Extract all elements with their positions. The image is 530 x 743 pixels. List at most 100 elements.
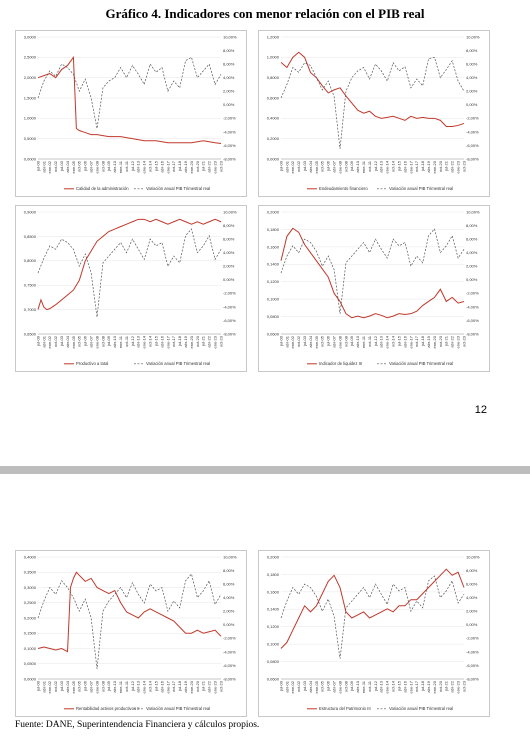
x-tick-label: abr-07 [332,680,337,692]
x-tick-label: jul-06 [83,160,88,172]
x-tick-label: ene-08 [94,160,99,173]
x-tick-label: oct-02 [296,160,301,172]
y2-tick-label: 6,00% [223,582,235,587]
x-tick-label: oct-08 [100,160,105,172]
legend-label-indicator: Productivo a total [76,361,108,366]
x-tick-label: oct-14 [148,160,153,172]
y-tick-label: 1,5000 [24,95,37,100]
y-tick-label: 0,0500 [24,661,37,666]
y-tick-label: 0,7500 [24,283,37,288]
x-tick-label: jul-18 [420,335,425,347]
x-tick-label: jul-00 [35,335,40,347]
x-tick-label: ene-08 [337,335,342,348]
chart-svg: 0,2000 0,1800 0,1600 0,1400 0,1200 0,1000 0,08… [267,209,480,366]
y2-tick-label: 4,00% [223,595,235,600]
chart-group: 1,2000 1,0000 0,8000 0,6000 0,4000 0,2000 0,00… [267,34,480,191]
y-tick-label: 0,4000 [24,554,37,559]
y2-tick-label: 2,00% [223,609,235,614]
x-tick-label: oct-23 [218,160,223,172]
x-tick-label: jul-03 [59,160,64,172]
x-tick-label: jul-09 [349,160,354,172]
y2-tick-label: 6,00% [223,237,235,242]
x-tick-label: abr-19 [183,680,188,692]
y2-tick-label: 4,00% [466,595,478,600]
x-tick-label: ene-05 [71,680,76,693]
x-tick-label: oct-05 [320,680,325,692]
y2-tick-label: 4,00% [223,75,235,80]
y-tick-label: 2,5000 [24,55,37,60]
x-tick-label: jul-12 [373,335,378,347]
x-tick-label: ene-11 [361,680,366,693]
x-tick-label: abr-01 [284,335,289,347]
x-tick-label: ene-17 [408,335,413,348]
chart-panel-calidad: 3,0000 2,5000 2,0000 1,5000 1,0000 0,5000 0,00… [15,30,247,197]
x-tick-label: ene-05 [314,160,319,173]
x-tick-label: ene-11 [361,335,366,348]
x-tick-label: oct-20 [195,680,200,692]
x-tick-label: ene-02 [290,160,295,173]
x-tick-label: abr-16 [402,160,407,172]
x-tick-label: abr-01 [41,680,46,692]
chart-group: 0,2000 0,1800 0,1600 0,1400 0,1200 0,1000 0,08… [267,554,480,711]
x-tick-label: jul-03 [59,335,64,347]
x-tick-label: oct-20 [438,680,443,692]
y2-tick-label: 4,00% [223,250,235,255]
indicator-series-line [37,218,222,311]
x-tick-label: ene-23 [455,335,460,348]
y-tick-label: 0,0800 [267,314,280,319]
x-tick-label: abr-04 [308,680,313,692]
x-tick-label: abr-13 [379,160,384,172]
chart-panel-productivo: 0,9000 0,8500 0,8000 0,7500 0,7000 0,6500 10,0… [15,205,247,372]
x-tick-label: abr-07 [332,335,337,347]
y-tick-label: 1,0000 [267,55,280,60]
x-tick-label: ene-23 [212,160,217,173]
x-tick-label: oct-05 [77,680,82,692]
x-tick-label: ene-14 [142,160,147,173]
y-tick-label: 0,1600 [267,244,280,249]
y-tick-label: 0,0600 [267,676,280,681]
gdp-series-line [37,228,222,318]
y-tick-label: 0,2000 [267,209,280,214]
legend-label-gdp: Variación anual PIB Trimestral real [146,186,210,191]
x-tick-label: ene-17 [165,160,170,173]
x-tick-label: ene-02 [290,680,295,693]
x-tick-label: jul-21 [444,160,449,172]
x-tick-label: jul-21 [201,680,206,692]
y-tick-label: 1,2000 [267,34,280,39]
page-number: 12 [474,404,487,416]
x-tick-label: oct-11 [367,160,372,172]
y-tick-label: 0,2000 [24,615,37,620]
x-tick-label: oct-17 [171,335,176,347]
x-tick-label: oct-08 [100,680,105,692]
x-tick-label: oct-02 [53,335,58,347]
x-tick-label: ene-20 [432,680,437,693]
y-tick-label: 0,1400 [267,262,280,267]
y-tick-label: 0,0800 [267,659,280,664]
x-tick-label: oct-20 [438,335,443,347]
x-tick-label: ene-05 [314,680,319,693]
x-tick-label: oct-14 [391,680,396,692]
x-tick-label: abr-19 [426,335,431,347]
x-tick-label: abr-07 [89,160,94,172]
x-tick-label: jul-06 [83,335,88,347]
x-tick-label: abr-10 [112,680,117,692]
x-tick-label: oct-23 [218,335,223,347]
x-tick-label: abr-19 [426,160,431,172]
x-tick-label: jul-00 [278,680,283,692]
y-tick-label: 0,1200 [267,279,280,284]
y2-tick-label: -2,00% [223,291,236,296]
y-tick-label: 0,8000 [24,258,37,263]
y2-tick-label: -4,00% [223,304,236,309]
y2-tick-label: 2,00% [223,89,235,94]
x-tick-label: oct-14 [148,335,153,347]
x-tick-label: abr-10 [355,335,360,347]
x-tick-label: ene-17 [408,680,413,693]
x-tick-label: jul-15 [396,160,401,172]
x-tick-label: abr-19 [183,160,188,172]
x-tick-label: oct-20 [195,160,200,172]
x-tick-label: ene-02 [47,160,52,173]
x-tick-label: oct-08 [343,335,348,347]
gdp-series-line [280,575,465,659]
chart-group: 0,4000 0,3500 0,3000 0,2500 0,2000 0,1500 0,10… [24,554,237,711]
x-tick-label: jul-15 [153,160,158,172]
